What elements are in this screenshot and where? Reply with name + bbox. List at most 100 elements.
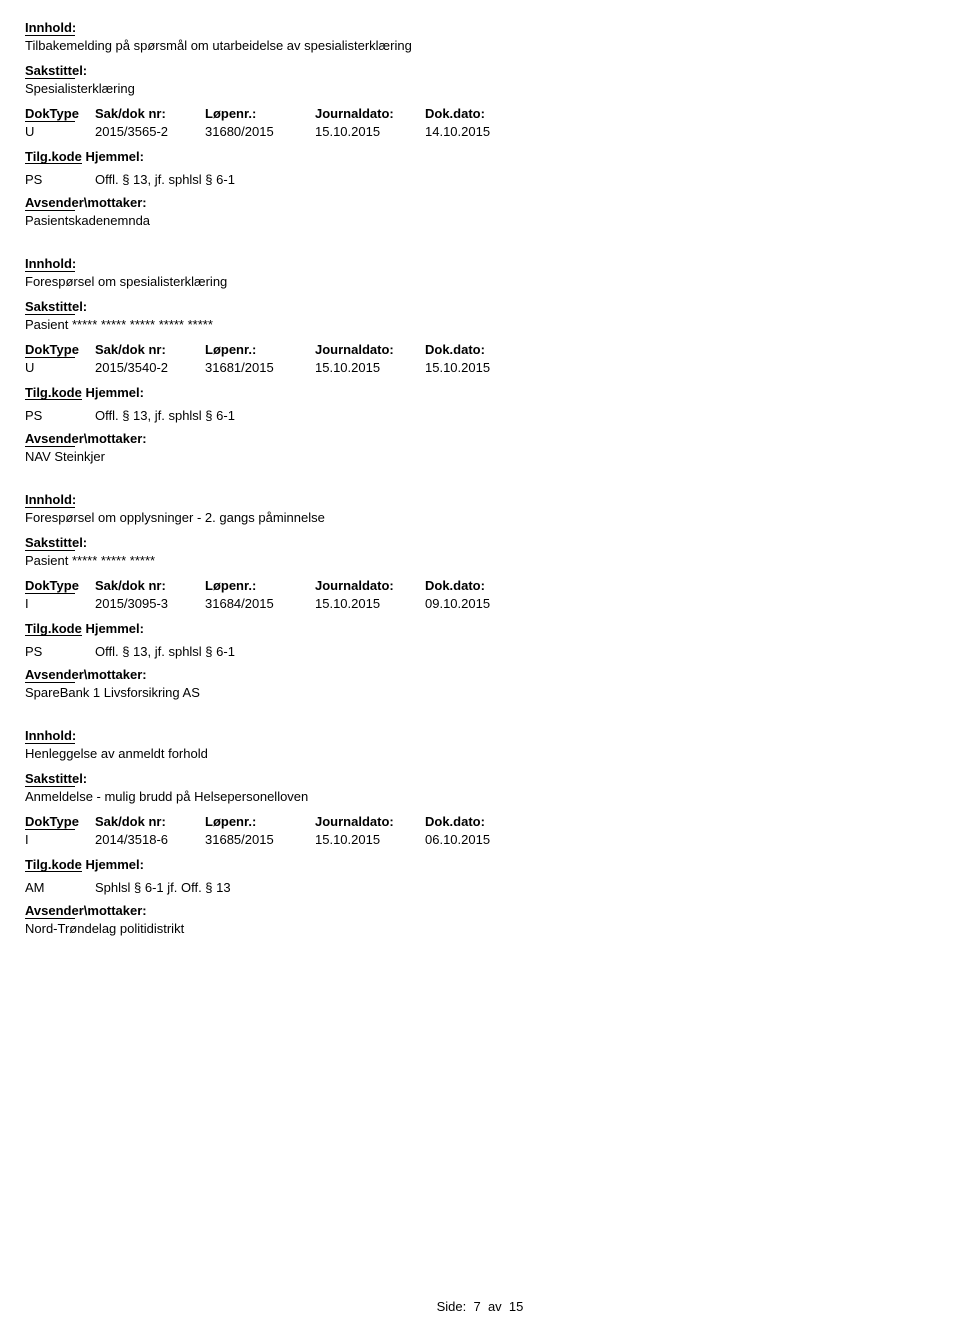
tilg-hjemmel-row: PS Offl. § 13, jf. sphlsl § 6-1 xyxy=(25,408,935,423)
sakstittel-label: Sakstittel: xyxy=(25,299,935,314)
sakdok-header: Sak/dok nr: xyxy=(95,342,205,357)
tilgkode-label: Tilg.kode xyxy=(25,858,82,872)
dokdato-header: Dok.dato: xyxy=(425,814,535,829)
hjemmel-label: Hjemmel: xyxy=(85,149,144,164)
cutoff-line xyxy=(25,829,75,830)
tilg-hjemmel-row: AM Sphlsl § 6-1 jf. Off. § 13 xyxy=(25,880,935,895)
doktype-header: DokType xyxy=(25,814,95,829)
lopenr-value: 31681/2015 xyxy=(205,360,315,375)
avsender-block: Avsender\mottaker: Pasientskadenemnda xyxy=(25,195,935,228)
lopenr-header: Løpenr.: xyxy=(205,578,315,593)
sakstittel-value: Spesialisterklæring xyxy=(25,81,935,96)
tilg-hjemmel-row: PS Offl. § 13, jf. sphlsl § 6-1 xyxy=(25,644,935,659)
lopenr-header: Løpenr.: xyxy=(205,342,315,357)
hjemmel-value: Offl. § 13, jf. sphlsl § 6-1 xyxy=(95,408,235,423)
tilg-hjemmel-header: Tilg.kode Hjemmel: xyxy=(25,149,935,164)
sakstittel-label: Sakstittel: xyxy=(25,771,935,786)
journaldato-value: 15.10.2015 xyxy=(315,124,425,139)
cutoff-line xyxy=(25,918,75,919)
dokdato-value: 09.10.2015 xyxy=(425,596,535,611)
lopenr-header: Løpenr.: xyxy=(205,814,315,829)
cutoff-line xyxy=(25,550,75,551)
doktype-value: U xyxy=(25,360,95,375)
page-footer: Side: 7 av 15 xyxy=(0,1299,960,1314)
sakdok-value: 2014/3518-6 xyxy=(95,832,205,847)
sakstittel-label: Sakstittel: xyxy=(25,535,935,550)
hjemmel-value: Offl. § 13, jf. sphlsl § 6-1 xyxy=(95,172,235,187)
data-row: U 2015/3565-2 31680/2015 15.10.2015 14.1… xyxy=(25,124,935,139)
data-row: I 2014/3518-6 31685/2015 15.10.2015 06.1… xyxy=(25,832,935,847)
dokdato-header: Dok.dato: xyxy=(425,578,535,593)
cutoff-line xyxy=(25,35,75,36)
hjemmel-label: Hjemmel: xyxy=(85,385,144,400)
avsender-block: Avsender\mottaker: Nord-Trøndelag politi… xyxy=(25,903,935,936)
journaldato-header: Journaldato: xyxy=(315,578,425,593)
tilgkode-value: PS xyxy=(25,644,95,659)
header-row: DokType Sak/dok nr: Løpenr.: Journaldato… xyxy=(25,106,935,121)
innhold-label: Innhold: xyxy=(25,492,935,507)
header-row: DokType Sak/dok nr: Løpenr.: Journaldato… xyxy=(25,342,935,357)
journaldato-header: Journaldato: xyxy=(315,106,425,121)
tilgkode-value: AM xyxy=(25,880,95,895)
doktype-value: U xyxy=(25,124,95,139)
sakdok-header: Sak/dok nr: xyxy=(95,106,205,121)
tilgkode-label: Tilg.kode xyxy=(25,150,82,164)
lopenr-value: 31685/2015 xyxy=(205,832,315,847)
sakdok-header: Sak/dok nr: xyxy=(95,814,205,829)
journal-entry: Innhold: Forespørsel om opplysninger - 2… xyxy=(25,492,935,700)
lopenr-header: Løpenr.: xyxy=(205,106,315,121)
cutoff-line xyxy=(25,314,75,315)
dokdato-value: 15.10.2015 xyxy=(425,360,535,375)
avsender-label: Avsender\mottaker: xyxy=(25,667,935,682)
dokdato-header: Dok.dato: xyxy=(425,106,535,121)
header-row: DokType Sak/dok nr: Løpenr.: Journaldato… xyxy=(25,578,935,593)
cutoff-line xyxy=(25,682,75,683)
innhold-label: Innhold: xyxy=(25,20,935,35)
journaldato-value: 15.10.2015 xyxy=(315,360,425,375)
doktype-header: DokType xyxy=(25,342,95,357)
avsender-value: SpareBank 1 Livsforsikring AS xyxy=(25,685,935,700)
innhold-value: Forespørsel om spesialisterklæring xyxy=(25,274,935,289)
innhold-value: Tilbakemelding på spørsmål om utarbeidel… xyxy=(25,38,935,53)
footer-total: 15 xyxy=(509,1299,523,1314)
doktype-value: I xyxy=(25,832,95,847)
innhold-value: Forespørsel om opplysninger - 2. gangs p… xyxy=(25,510,935,525)
sakstittel-value: Pasient ***** ***** ***** xyxy=(25,553,935,568)
tilgkode-value: PS xyxy=(25,172,95,187)
hjemmel-value: Offl. § 13, jf. sphlsl § 6-1 xyxy=(95,644,235,659)
dokdato-value: 06.10.2015 xyxy=(425,832,535,847)
tilgkode-label: Tilg.kode xyxy=(25,386,82,400)
cutoff-line xyxy=(25,271,75,272)
avsender-value: Nord-Trøndelag politidistrikt xyxy=(25,921,935,936)
sakstittel-value: Anmeldelse - mulig brudd på Helsepersone… xyxy=(25,789,935,804)
doktype-header: DokType xyxy=(25,106,95,121)
innhold-label: Innhold: xyxy=(25,256,935,271)
journaldato-value: 15.10.2015 xyxy=(315,832,425,847)
doktype-header: DokType xyxy=(25,578,95,593)
avsender-block: Avsender\mottaker: SpareBank 1 Livsforsi… xyxy=(25,667,935,700)
avsender-value: NAV Steinkjer xyxy=(25,449,935,464)
tilgkode-value: PS xyxy=(25,408,95,423)
tilg-hjemmel-header: Tilg.kode Hjemmel: xyxy=(25,621,935,636)
innhold-label: Innhold: xyxy=(25,728,935,743)
tilg-hjemmel-header: Tilg.kode Hjemmel: xyxy=(25,385,935,400)
lopenr-value: 31684/2015 xyxy=(205,596,315,611)
cutoff-line xyxy=(25,446,75,447)
footer-av: av xyxy=(488,1299,502,1314)
cutoff-line xyxy=(25,786,75,787)
avsender-value: Pasientskadenemnda xyxy=(25,213,935,228)
data-row: I 2015/3095-3 31684/2015 15.10.2015 09.1… xyxy=(25,596,935,611)
avsender-block: Avsender\mottaker: NAV Steinkjer xyxy=(25,431,935,464)
avsender-label: Avsender\mottaker: xyxy=(25,903,935,918)
doktype-value: I xyxy=(25,596,95,611)
header-row: DokType Sak/dok nr: Løpenr.: Journaldato… xyxy=(25,814,935,829)
cutoff-line xyxy=(25,507,75,508)
avsender-label: Avsender\mottaker: xyxy=(25,195,935,210)
tilg-hjemmel-row: PS Offl. § 13, jf. sphlsl § 6-1 xyxy=(25,172,935,187)
journaldato-header: Journaldato: xyxy=(315,342,425,357)
footer-page: 7 xyxy=(473,1299,480,1314)
tilgkode-label: Tilg.kode xyxy=(25,622,82,636)
sakdok-header: Sak/dok nr: xyxy=(95,578,205,593)
cutoff-line xyxy=(25,210,75,211)
innhold-value: Henleggelse av anmeldt forhold xyxy=(25,746,935,761)
